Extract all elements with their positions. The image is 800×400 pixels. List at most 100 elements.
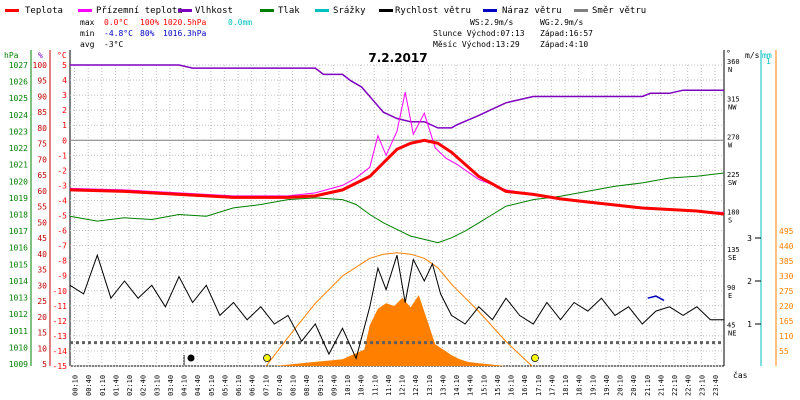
x-tick-label: 09:10 [317, 375, 325, 396]
series-precip-area [274, 295, 506, 366]
legend-item-srazky: Srážky [315, 6, 366, 16]
direction-name-label: SE [728, 254, 736, 262]
hpa-tick-label: 1017 [9, 227, 28, 236]
percent-tick-label: 45 [37, 234, 47, 243]
wind-tick-label: 2 [747, 277, 752, 286]
x-tick-label: 12:10 [399, 375, 407, 396]
sunrise-marker-icon [263, 354, 271, 362]
hpa-tick-label: 1016 [9, 244, 28, 253]
x-tick-label: 02:10 [126, 375, 134, 396]
legend-label: Vlhkost [195, 6, 233, 16]
x-tick-label: 03:10 [153, 375, 161, 396]
chart-title: 7.2.2017 [368, 51, 427, 65]
x-tick-label: 16:10 [508, 375, 516, 396]
x-tick-label: 19:10 [589, 375, 597, 396]
percent-tick-label: 60 [37, 187, 47, 196]
legend-item-tlak: Tlak [260, 6, 300, 16]
celsius-tick-label: -6 [57, 227, 67, 236]
direction-tick-label: 270 [727, 133, 740, 141]
celsius-tick-label: -3 [57, 181, 67, 190]
solar-tick-label: 220 [779, 302, 794, 311]
hpa-tick-label: 1009 [9, 360, 28, 369]
direction-name-label: N [728, 66, 732, 74]
legend-swatch [483, 9, 497, 12]
x-tick-label: 14:10 [453, 375, 461, 396]
celsius-tick-label: -1 [57, 151, 67, 160]
axis-label-precip: mm [762, 51, 772, 60]
x-tick-label: 02:40 [140, 375, 148, 396]
stats-block: max min avg 0.0°C -4.8°C -3°C 100% 80% 1… [80, 18, 252, 49]
x-tick-label: 11:40 [385, 375, 393, 396]
hpa-tick-label: 1024 [9, 111, 28, 120]
x-tick-label: 12:40 [412, 375, 420, 396]
legend-swatch [574, 9, 588, 12]
x-tick-label: 08:10 [290, 375, 298, 396]
moon-set-info: Západ:4:10 [540, 40, 588, 49]
x-tick-label: 17:40 [548, 375, 556, 396]
x-tick-label: 21:10 [644, 375, 652, 396]
hpa-tick-label: 1018 [9, 211, 28, 220]
stat-max-hum: 100% [140, 18, 159, 27]
axis-label-time: čas [733, 370, 748, 380]
x-tick-label: 23:40 [712, 375, 720, 396]
legend-item-prizemni-teplota: Přízemní teplota [78, 6, 183, 16]
percent-tick-label: 35 [37, 266, 47, 275]
x-tick-label: 01:10 [99, 375, 107, 396]
direction-name-label: E [728, 292, 732, 300]
x-tick-label: 20:10 [617, 375, 625, 396]
legend-item-rychlost-vetru: Rychlost větru [379, 6, 471, 16]
hpa-tick-label: 1014 [9, 277, 28, 286]
celsius-tick-label: 2 [62, 106, 67, 115]
series-wind-line [69, 253, 724, 360]
legend-swatch [78, 9, 92, 12]
legend-swatch [260, 9, 274, 12]
direction-tick-label: 135 [727, 246, 740, 254]
stat-max-label: max [80, 18, 95, 27]
celsius-tick-label: -8 [57, 257, 67, 266]
x-tick-label: 06:40 [249, 375, 257, 396]
wind-tick-label: 1 [747, 320, 752, 329]
celsius-tick-label: -13 [53, 332, 68, 341]
celsius-tick-label: -2 [57, 166, 67, 175]
legend-label: Směr větru [592, 6, 646, 16]
stat-max-temp: 0.0°C [104, 18, 128, 27]
axis-label-percent: % [38, 51, 43, 60]
series-pressure-line [69, 172, 725, 244]
stat-min-label: min [80, 29, 95, 38]
percent-tick-label: 70 [37, 155, 47, 164]
x-tick-label: 06:10 [235, 375, 243, 396]
stat-avg-label: avg [80, 40, 95, 49]
celsius-tick-label: -15 [53, 362, 68, 371]
solar-tick-label: 275 [779, 287, 794, 296]
celsius-tick-label: 0 [62, 136, 67, 145]
x-tick-label: 21:40 [657, 375, 665, 396]
legend-item-naraz-vetru: Náraz větru [483, 6, 562, 16]
celsius-tick-label: 3 [62, 91, 67, 100]
celsius-tick-label: -14 [53, 347, 68, 356]
percent-tick-label: 65 [37, 171, 47, 180]
x-tick-label: 10:40 [358, 375, 366, 396]
percent-tick-label: 15 [37, 329, 47, 338]
hpa-tick-label: 1012 [9, 310, 28, 319]
legend-label: Přízemní teplota [96, 6, 183, 16]
x-tick-label: 07:40 [276, 375, 284, 396]
hpa-tick-label: 1025 [9, 94, 28, 103]
legend-swatch [315, 9, 329, 12]
solar-tick-label: 495 [779, 227, 794, 236]
x-tick-label: 03:40 [167, 375, 175, 396]
x-tick-label: 13:10 [426, 375, 434, 396]
x-tick-label: 17:10 [535, 375, 543, 396]
direction-name-label: W [728, 141, 733, 149]
celsius-tick-label: -10 [53, 287, 68, 296]
x-tick-label: 10:10 [344, 375, 352, 396]
axis-label-wind: m/s [745, 51, 760, 60]
x-tick-label: 23:10 [698, 375, 706, 396]
x-tick-label: 20:40 [630, 375, 638, 396]
x-tick-label: 14:40 [467, 375, 475, 396]
direction-tick-label: 45 [727, 321, 735, 329]
percent-tick-label: 100 [33, 61, 48, 70]
x-tick-label: 13:40 [439, 375, 447, 396]
percent-tick-label: 85 [37, 108, 47, 117]
direction-name-label: NW [728, 104, 737, 112]
